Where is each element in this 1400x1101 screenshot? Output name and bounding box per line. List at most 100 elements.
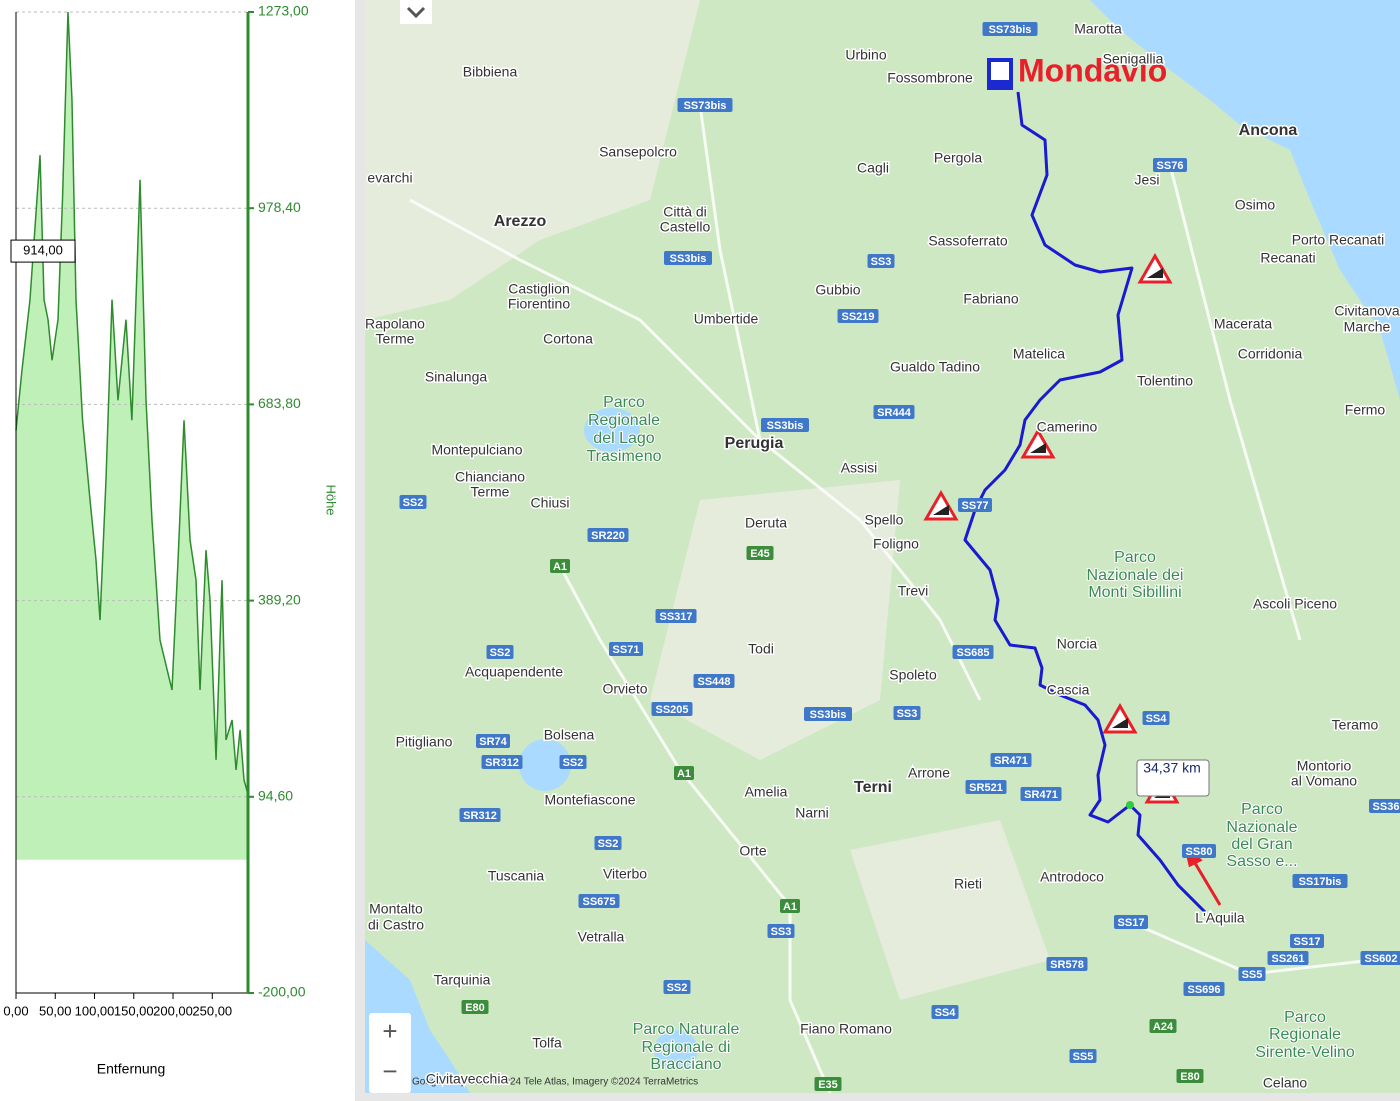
road-label: SS3bis [767, 420, 804, 432]
x-tick-label: 200,00 [153, 1003, 193, 1018]
road-label: SR312 [485, 757, 519, 769]
place-label: Fabriano [963, 291, 1018, 307]
road-label: SS2 [598, 838, 619, 850]
place-label: Pergola [934, 150, 982, 166]
road-label: SS76 [1157, 160, 1184, 172]
start-icon-inner [991, 62, 1009, 80]
road-shield [459, 808, 501, 822]
elevation-line [15, 11, 249, 795]
place-label: Marche [1344, 319, 1391, 335]
place-label: Fiano Romano [800, 1021, 892, 1037]
road-shield [1183, 982, 1225, 996]
road-label: SS4 [935, 1007, 957, 1019]
place-label: Todi [748, 641, 774, 657]
road-label: SS2 [667, 982, 688, 994]
road-label: SS77 [962, 500, 989, 512]
x-tick-label: 150,00 [114, 1003, 154, 1018]
hazard-icons [923, 252, 1180, 804]
route-title: Mondavio [1018, 52, 1167, 88]
map[interactable]: Mondavio 34,37 km + − Google Map data ©2… [365, 0, 1400, 1093]
road-label: SS696 [1187, 984, 1220, 996]
road-shield [893, 706, 921, 720]
place-label: Ascoli Piceno [1253, 596, 1337, 612]
place-label: Foligno [873, 536, 919, 552]
place-label: Osimo [1235, 197, 1276, 213]
collapse-button[interactable] [400, 0, 432, 24]
place-label: di Castro [368, 917, 424, 933]
park-label: Parco [1284, 1009, 1326, 1026]
place-label: Cagli [857, 160, 889, 176]
road-shield [1069, 1049, 1097, 1063]
y-axis-label: Höhe [324, 484, 339, 515]
place-label: Arezzo [494, 213, 547, 230]
place-label: Montepulciano [431, 442, 522, 458]
road-shield [804, 707, 852, 721]
place-label: Tarquinia [434, 972, 491, 988]
place-label: Sinalunga [425, 369, 487, 385]
place-label: Rapolano [365, 316, 425, 332]
road-shield [780, 899, 800, 913]
road-shield [587, 528, 629, 542]
lake [519, 739, 571, 791]
cursor-box [10, 239, 76, 263]
place-label: Fossombrone [887, 70, 973, 86]
road-shield [1149, 1019, 1177, 1033]
road-label: SS2 [403, 497, 424, 509]
place-label: Gualdo Tadino [890, 359, 980, 375]
place-label: Orvieto [602, 681, 647, 697]
place-label: Recanati [1260, 250, 1315, 266]
y-tick-label: 389,20 [258, 591, 301, 607]
park-label: Parco [1241, 801, 1283, 818]
place-label: Montorio [1297, 758, 1352, 774]
road-label: A1 [553, 561, 567, 573]
road-shield [761, 418, 809, 432]
place-label: Chiusi [531, 495, 570, 511]
place-label: Città di [663, 204, 707, 220]
road-label: E45 [750, 548, 770, 560]
place-label: Montefiascone [544, 792, 635, 808]
popup-text: 34,37 km [1143, 760, 1201, 776]
road-shield [674, 766, 694, 780]
road-shield [767, 924, 795, 938]
road-shield [559, 755, 587, 769]
attribution: Google Map data ©2024 Tele Atlas, Imager… [412, 1077, 698, 1088]
y-tick-label: 683,80 [258, 395, 301, 411]
place-label: Bibbiena [463, 64, 518, 80]
road-shield [965, 780, 1007, 794]
road-shield [578, 894, 620, 908]
road-label: SS5 [1073, 1051, 1094, 1063]
place-label: Fermo [1345, 402, 1386, 418]
road-label: SS3bis [810, 709, 847, 721]
road-shield [1360, 951, 1400, 965]
zoom-in[interactable]: + [382, 1016, 397, 1046]
road-shield [1290, 934, 1324, 948]
y-tick-label: 1273,00 [258, 3, 309, 19]
road-shield [461, 1000, 489, 1014]
place-label: Cascia [1047, 682, 1090, 698]
road-label: SS80 [1186, 846, 1213, 858]
elevation-profile: Entfernung Höhe -200,00 94,60 389,20 683,80… [0, 0, 355, 1101]
place-label: Macerata [1214, 316, 1273, 332]
road-shield [609, 642, 643, 656]
x-tick-label: 100,00 [75, 1003, 115, 1018]
place-label: Vetralla [578, 929, 625, 945]
place-label: Montalto [369, 901, 423, 917]
hazard-slope [933, 505, 949, 515]
road-label: SS3 [871, 256, 892, 268]
road-label: SS17 [1118, 917, 1145, 929]
place-label: Senigallia [1103, 51, 1164, 67]
zoom-out[interactable]: − [382, 1056, 397, 1086]
lake [584, 408, 640, 452]
road-shield [651, 702, 693, 716]
park-label: del Gran [1231, 836, 1292, 853]
road-label: SS205 [655, 704, 688, 716]
road-shield [837, 309, 879, 323]
road-label: E80 [465, 1002, 485, 1014]
x-tick-label: 250,00 [192, 1003, 232, 1018]
cursor-label: 914,00 [23, 243, 63, 258]
road-label: SR444 [877, 407, 912, 419]
road-label: SR471 [1024, 789, 1058, 801]
x-tick-label: 0,00 [3, 1003, 28, 1018]
road-shield [1114, 915, 1148, 929]
place-label: Amelia [745, 784, 788, 800]
